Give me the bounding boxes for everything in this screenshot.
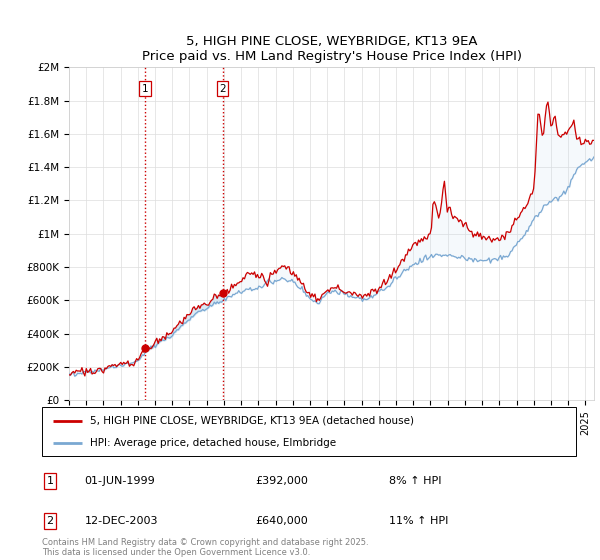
Text: 11% ↑ HPI: 11% ↑ HPI [389, 516, 448, 526]
Text: 8% ↑ HPI: 8% ↑ HPI [389, 476, 442, 486]
Text: 1: 1 [47, 476, 53, 486]
Text: 01-JUN-1999: 01-JUN-1999 [85, 476, 155, 486]
Text: 5, HIGH PINE CLOSE, WEYBRIDGE, KT13 9EA (detached house): 5, HIGH PINE CLOSE, WEYBRIDGE, KT13 9EA … [90, 416, 414, 426]
Text: £392,000: £392,000 [256, 476, 308, 486]
FancyBboxPatch shape [42, 407, 576, 456]
Text: £640,000: £640,000 [256, 516, 308, 526]
Text: 2: 2 [46, 516, 53, 526]
Title: 5, HIGH PINE CLOSE, WEYBRIDGE, KT13 9EA
Price paid vs. HM Land Registry's House : 5, HIGH PINE CLOSE, WEYBRIDGE, KT13 9EA … [142, 35, 521, 63]
Text: 2: 2 [219, 84, 226, 94]
Text: HPI: Average price, detached house, Elmbridge: HPI: Average price, detached house, Elmb… [90, 437, 336, 447]
Text: Contains HM Land Registry data © Crown copyright and database right 2025.
This d: Contains HM Land Registry data © Crown c… [42, 538, 368, 557]
Text: 1: 1 [142, 84, 148, 94]
Text: 12-DEC-2003: 12-DEC-2003 [85, 516, 158, 526]
